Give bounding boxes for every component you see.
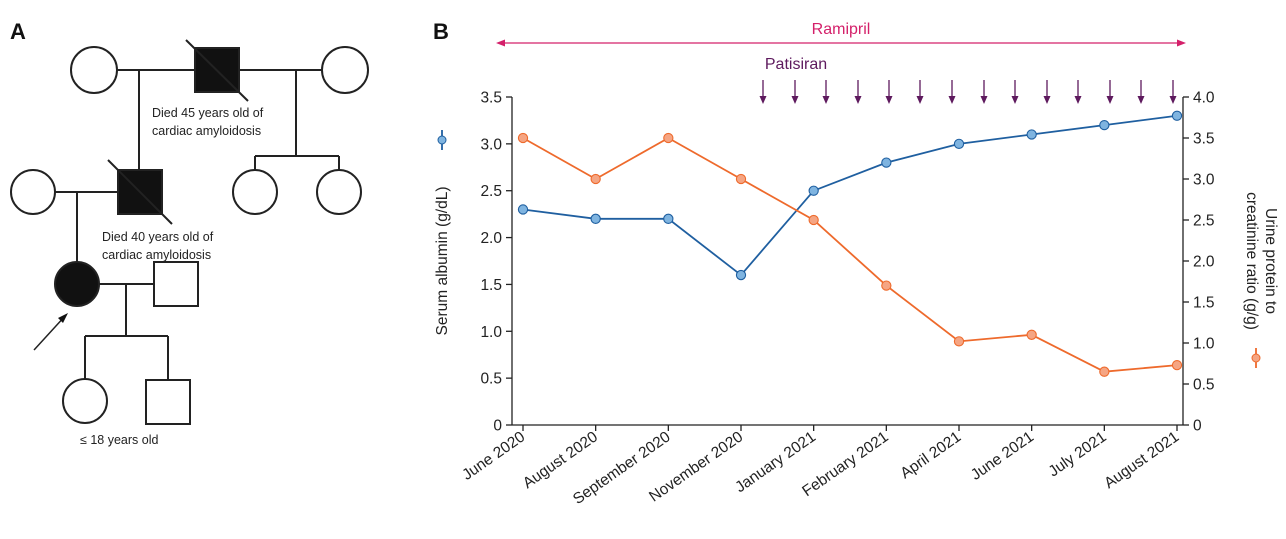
annotation-line: Died 40 years old of (102, 230, 214, 244)
y-left-tick-label: 3.0 (480, 136, 502, 153)
x-tick-label: April 2021 (897, 428, 964, 482)
y-right-tick-label: 0.5 (1193, 377, 1215, 394)
annotation-line: cardiac amyloidosis (102, 248, 211, 262)
gen3-spouse-male (153, 261, 199, 307)
albumin-point (881, 157, 892, 168)
albumin-point (590, 213, 601, 224)
patisiran-arrowhead-icon (885, 96, 893, 104)
upcr-point (1171, 359, 1183, 371)
y-right-tick-label: 2.5 (1193, 213, 1215, 230)
proband-arrow-line (33, 314, 67, 351)
albumin-point (735, 269, 747, 281)
y-right-tick-label: 3.0 (1193, 172, 1215, 189)
panel-a-pedigree: A D (10, 19, 369, 447)
upcr-point (881, 280, 892, 291)
patisiran-label: Patisiran (765, 56, 827, 73)
gen2-sibling-female-1 (232, 169, 278, 215)
x-tick-label: August 2021 (1101, 428, 1182, 492)
y-left-tick-label: 0 (493, 418, 502, 435)
ramipril-arrowhead-left (496, 39, 505, 47)
patisiran-arrowhead-icon (822, 96, 830, 104)
y-right-tick-label: 2.0 (1193, 254, 1215, 271)
gen2-annotation: Died 40 years old of cardiac amyloidosis (102, 230, 214, 262)
upcr-point (590, 173, 601, 185)
patisiran-arrowhead-icon (1074, 96, 1082, 104)
panel-a-label: A (10, 19, 26, 44)
y-axis-right-title: Urine protein tocreatinine ratio (g/g) (1243, 192, 1279, 330)
gen4-female (62, 378, 108, 424)
albumin-series-line (522, 114, 1178, 277)
panel-b-label: B (433, 19, 449, 44)
patisiran-arrowhead-icon (759, 96, 767, 104)
albumin-point (517, 204, 529, 215)
y-right-tick-label: 4.0 (1193, 90, 1215, 107)
gen1-annotation: Died 45 years old of cardiac amyloidosis (152, 106, 264, 138)
gen4-annotation: ≤ 18 years old (80, 433, 158, 447)
ramipril-label: Ramipril (812, 21, 871, 38)
ramipril-arrowhead-right (1177, 39, 1186, 47)
albumin-legend-marker (437, 130, 447, 150)
patisiran-arrowhead-icon (980, 96, 988, 104)
patisiran-arrowhead-icon (1137, 96, 1145, 104)
y-left-tick-label: 1.5 (480, 277, 502, 294)
upcr-series-line (522, 136, 1178, 373)
proband-female-affected (54, 261, 100, 307)
gen2-sibling-female-2 (316, 169, 362, 215)
gen1-deceased-slash (185, 39, 249, 102)
patisiran-arrowhead-icon (1043, 96, 1051, 104)
albumin-point (808, 185, 819, 196)
y-right-tick-label: 1.5 (1193, 295, 1215, 312)
y-right-tick-label: 0 (1193, 418, 1202, 435)
gen1-spouse-female (321, 46, 369, 94)
upcr-legend-marker (1251, 348, 1261, 368)
panel-b-chart: B Ramipril Patisiran 0 0.5 1.0 1.5 2.0 2.5 3.0… (433, 19, 1279, 508)
upcr-point (953, 336, 965, 347)
y-axis-right-title-line: Urine protein to (1262, 208, 1279, 314)
albumin-point (1099, 119, 1110, 131)
chart-axes: 0 0.5 1.0 1.5 2.0 2.5 3.0 3.5 0 0.5 1.0 1.5 2.0 2.5 3.… (459, 90, 1215, 509)
gen2-deceased-slash (107, 159, 173, 225)
patisiran-arrowhead-icon (948, 96, 956, 104)
upcr-point (808, 214, 819, 226)
y-right-tick-label: 1.0 (1193, 336, 1215, 353)
albumin-point (1026, 129, 1037, 140)
patisiran-arrowhead-icon (854, 96, 862, 104)
patisiran-dose-arrows (759, 80, 1177, 104)
patisiran-arrowhead-icon (916, 96, 924, 104)
y-axis-right-title-line: creatinine ratio (g/g) (1243, 192, 1260, 330)
chart-series (517, 110, 1183, 377)
y-left-tick-label: 0.5 (480, 371, 502, 388)
albumin-point (663, 213, 674, 224)
y-left-tick-label: 1.0 (480, 324, 502, 341)
albumin-point (953, 138, 965, 150)
proband-arrow-icon (58, 313, 68, 323)
upcr-point (663, 132, 674, 144)
patisiran-arrowhead-icon (791, 96, 799, 104)
upcr-point (735, 173, 747, 185)
x-tick-label: June 2021 (968, 428, 1037, 483)
patisiran-arrowhead-icon (1169, 96, 1177, 104)
patisiran-arrowhead-icon (1011, 96, 1019, 104)
albumin-point (1171, 110, 1183, 121)
y-left-tick-label: 2.5 (480, 183, 502, 200)
y-right-tick-label: 3.5 (1193, 131, 1215, 148)
gen2-female (10, 169, 56, 215)
y-axis-left-title: Serum albumin (g/dL) (434, 186, 451, 335)
annotation-line: cardiac amyloidosis (152, 124, 261, 138)
gen4-male (145, 379, 191, 425)
gen1-female (70, 46, 118, 94)
upcr-point (517, 132, 529, 144)
y-left-tick-label: 2.0 (480, 230, 502, 247)
y-left-tick-label: 3.5 (480, 90, 502, 107)
annotation-line: Died 45 years old of (152, 106, 264, 120)
x-tick-label: July 2021 (1046, 428, 1110, 480)
upcr-point (1099, 366, 1110, 377)
upcr-point (1026, 329, 1037, 340)
x-tick-label: June 2020 (459, 428, 528, 484)
patisiran-arrowhead-icon (1106, 96, 1114, 104)
